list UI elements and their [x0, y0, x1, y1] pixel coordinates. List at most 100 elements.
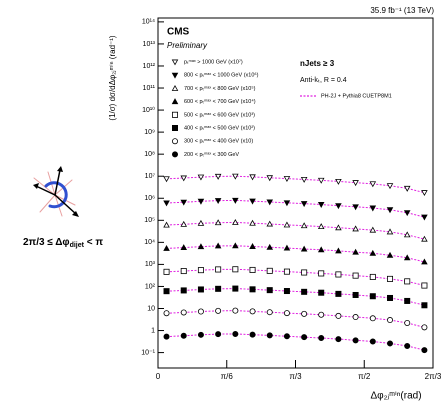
- marker: [232, 330, 239, 337]
- series: [163, 266, 428, 289]
- model-line: [166, 310, 425, 328]
- marker: [180, 199, 188, 206]
- marker: [335, 178, 342, 185]
- marker: [318, 289, 325, 296]
- marker: [163, 245, 170, 251]
- status-label: Preliminary: [167, 41, 208, 50]
- marker: [317, 223, 325, 230]
- model-line: [166, 175, 425, 194]
- marker: [283, 200, 291, 207]
- legend-label: 800 < pₜᵐᵃˣ < 1000 GeV (x10⁶): [184, 72, 259, 79]
- x-tick-label: 0: [156, 372, 161, 381]
- model-line: [166, 268, 425, 287]
- marker: [163, 221, 170, 228]
- legend-label: 600 < pₜᵐᵃˣ < 700 GeV (x10⁴): [184, 98, 256, 105]
- legend-marker: [171, 59, 179, 66]
- marker: [369, 181, 377, 188]
- marker: [387, 294, 394, 301]
- marker: [352, 291, 359, 298]
- series: [163, 242, 428, 265]
- marker: [335, 224, 342, 231]
- marker: [404, 319, 411, 326]
- marker: [318, 334, 325, 341]
- marker: [352, 314, 359, 321]
- plot-frame: [157, 17, 434, 369]
- marker: [215, 307, 222, 314]
- experiment-label: CMS: [167, 27, 190, 38]
- marker: [163, 288, 170, 295]
- y-tick-label: 10⁵: [144, 217, 155, 224]
- marker: [197, 308, 204, 315]
- legend-marker: [171, 138, 178, 145]
- marker: [404, 297, 411, 304]
- marker: [386, 251, 394, 258]
- y-tick-label: 1: [151, 327, 155, 334]
- y-tick-label: 10¹⁴: [142, 19, 155, 26]
- marker: [232, 173, 239, 180]
- marker: [197, 219, 205, 226]
- marker: [180, 244, 188, 251]
- marker: [215, 266, 222, 273]
- marker: [421, 324, 428, 331]
- marker: [215, 331, 222, 338]
- marker: [318, 311, 325, 318]
- model-line: [166, 288, 425, 306]
- marker: [403, 185, 411, 192]
- legend-label: 700 < pₜᵐᵃˣ < 800 GeV (x10⁵): [184, 85, 256, 92]
- marker: [335, 271, 342, 278]
- x-tick-label: π/3: [289, 372, 302, 381]
- marker: [421, 302, 428, 309]
- series: [163, 330, 428, 354]
- model-line: [166, 333, 425, 351]
- marker: [301, 269, 308, 276]
- legend-marker: [171, 72, 179, 79]
- marker: [180, 287, 187, 294]
- marker: [283, 310, 290, 317]
- marker: [283, 333, 290, 340]
- marker: [163, 268, 170, 275]
- marker: [386, 183, 394, 190]
- marker: [249, 243, 256, 249]
- marker: [317, 202, 325, 208]
- marker: [369, 293, 376, 300]
- marker: [214, 242, 222, 249]
- marker: [249, 331, 256, 338]
- marker: [352, 225, 359, 232]
- marker: [386, 228, 394, 235]
- marker: [387, 275, 394, 282]
- marker: [283, 221, 291, 228]
- marker: [266, 220, 274, 227]
- marker: [197, 331, 204, 338]
- region-suffix: < π: [84, 237, 103, 248]
- marker: [318, 270, 325, 277]
- marker: [266, 332, 273, 339]
- series: [163, 173, 428, 197]
- series: [163, 197, 428, 221]
- marker: [283, 244, 291, 251]
- y-tick-label: 10⁶: [144, 195, 155, 202]
- model-line: [166, 199, 425, 218]
- marker: [266, 199, 274, 206]
- marker: [232, 266, 239, 273]
- marker: [214, 219, 222, 226]
- marker: [180, 268, 187, 275]
- marker: [404, 278, 411, 285]
- marker: [197, 174, 205, 181]
- marker: [266, 175, 274, 182]
- marker: [197, 198, 205, 205]
- x-tick-label: 2π/3: [425, 372, 442, 381]
- marker: [300, 222, 308, 229]
- marker: [180, 220, 188, 227]
- marker: [369, 205, 377, 212]
- marker: [283, 268, 290, 275]
- y-tick-label: 10⁻¹: [141, 349, 155, 356]
- legend-label: 200 < pₜᵐᵃˣ < 300 GeV: [184, 152, 239, 158]
- marker: [335, 247, 342, 254]
- y-axis-label: (1/σ) dσ/dΔφ₂ⱼᵐⁱⁿ (rad⁻¹): [108, 35, 117, 121]
- marker: [335, 203, 342, 210]
- marker: [421, 282, 428, 289]
- marker: [249, 219, 256, 226]
- series: [163, 307, 428, 331]
- y-tick-label: 10¹²: [143, 63, 156, 70]
- marker: [301, 334, 308, 341]
